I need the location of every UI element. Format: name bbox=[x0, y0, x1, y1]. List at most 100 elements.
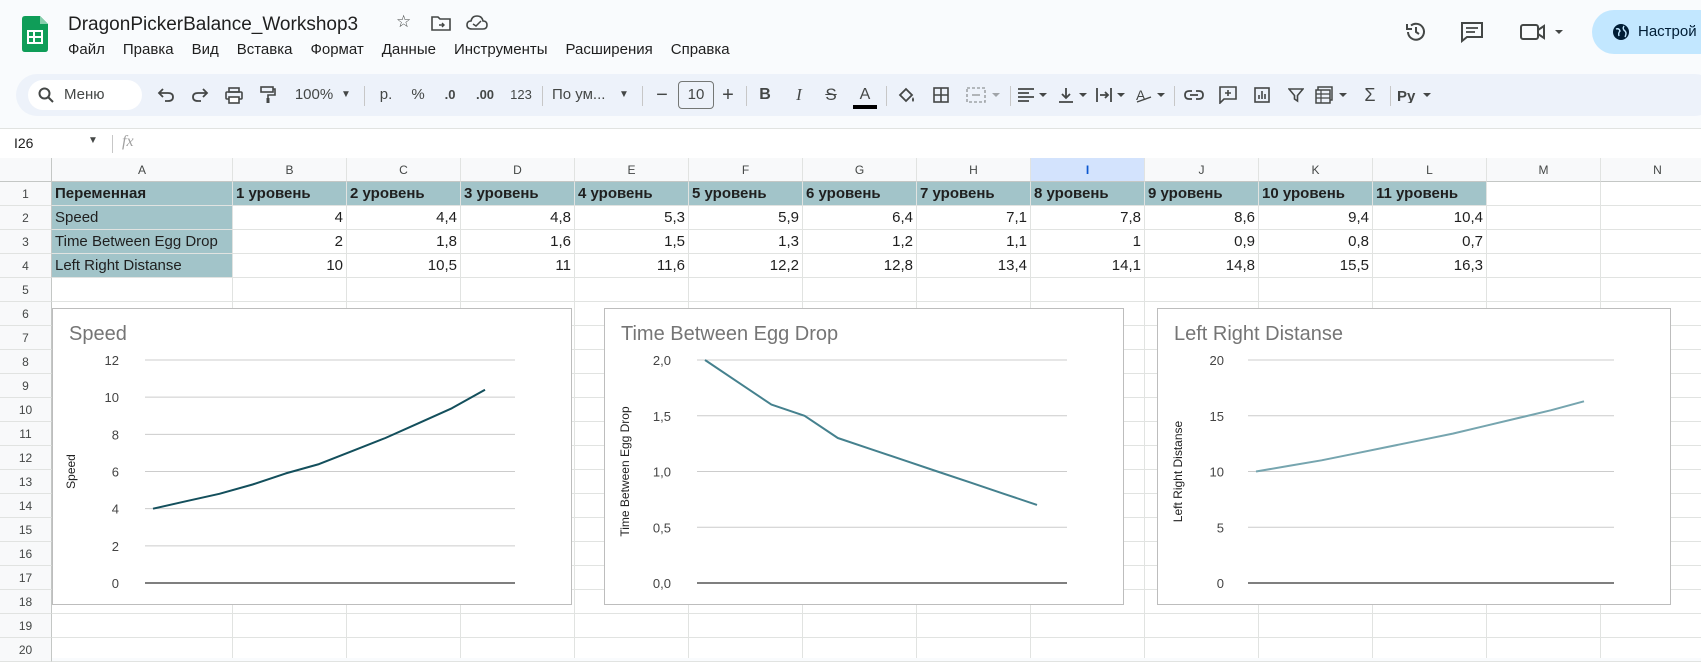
data-cell[interactable]: 5,3 bbox=[575, 206, 689, 230]
sheets-logo-icon[interactable] bbox=[22, 16, 48, 52]
chevron-down-icon[interactable]: ▼ bbox=[619, 89, 629, 100]
column-header-b[interactable]: B bbox=[233, 158, 347, 182]
column-header-k[interactable]: K bbox=[1259, 158, 1373, 182]
header-cell[interactable]: 11 уровень bbox=[1373, 182, 1487, 206]
borders-icon[interactable] bbox=[928, 74, 954, 116]
row-header-12[interactable]: 12 bbox=[0, 446, 52, 470]
row-header-9[interactable]: 9 bbox=[0, 374, 52, 398]
data-cell[interactable]: 14,1 bbox=[1031, 254, 1145, 278]
column-header-m[interactable]: M bbox=[1487, 158, 1601, 182]
column-header-d[interactable]: D bbox=[461, 158, 575, 182]
chart-left-right-distanse[interactable]: Left Right Distanse 0 5 10 15 20 Left Right D… bbox=[1157, 308, 1671, 605]
bold-icon[interactable]: B bbox=[759, 86, 771, 103]
row-header-16[interactable]: 16 bbox=[0, 542, 52, 566]
chart-time-between-egg-drop[interactable]: Time Between Egg Drop 0,0 0,5 1,0 1,5 2,0 Tim… bbox=[604, 308, 1124, 605]
data-cell[interactable]: 7,1 bbox=[917, 206, 1031, 230]
data-cell[interactable]: 4 bbox=[233, 206, 347, 230]
row-header-6[interactable]: 6 bbox=[0, 302, 52, 326]
row-header-2[interactable]: 2 bbox=[0, 206, 52, 230]
data-cell[interactable]: 0,7 bbox=[1373, 230, 1487, 254]
data-cell[interactable]: 7,8 bbox=[1031, 206, 1145, 230]
text-wrapping-icon[interactable] bbox=[1094, 74, 1128, 116]
formula-input[interactable] bbox=[150, 131, 1690, 155]
header-cell[interactable]: 6 уровень bbox=[803, 182, 917, 206]
chevron-down-icon[interactable]: ▼ bbox=[341, 89, 351, 100]
chart-speed[interactable]: Speed 0 2 4 6 8 10 12 Speed bbox=[52, 308, 572, 605]
data-cell[interactable]: 12,2 bbox=[689, 254, 803, 278]
document-title[interactable]: DragonPickerBalance_Workshop3 bbox=[68, 14, 359, 35]
decrease-font-size-icon[interactable]: − bbox=[656, 84, 668, 106]
column-header-l[interactable]: L bbox=[1373, 158, 1487, 182]
header-cell[interactable]: 3 уровень bbox=[461, 182, 575, 206]
header-cell[interactable]: 4 уровень bbox=[575, 182, 689, 206]
header-cell[interactable]: 1 уровень bbox=[233, 182, 347, 206]
header-cell[interactable]: 9 уровень bbox=[1145, 182, 1259, 206]
data-cell[interactable]: 1,6 bbox=[461, 230, 575, 254]
row-header-10[interactable]: 10 bbox=[0, 398, 52, 422]
data-cell[interactable]: 12,8 bbox=[803, 254, 917, 278]
input-tools-icon[interactable]: Pу bbox=[1396, 74, 1436, 116]
data-cell[interactable]: 1,3 bbox=[689, 230, 803, 254]
increase-decimal-button[interactable]: .00 bbox=[475, 87, 495, 102]
row-header-20[interactable]: 20 bbox=[0, 638, 52, 662]
row-label-cell[interactable]: Time Between Egg Drop bbox=[52, 230, 233, 254]
row-header-11[interactable]: 11 bbox=[0, 422, 52, 446]
percent-format-button[interactable]: % bbox=[411, 86, 425, 103]
menu-edit[interactable]: Правка bbox=[122, 41, 174, 58]
version-history-icon[interactable] bbox=[1404, 20, 1428, 49]
column-header-j[interactable]: J bbox=[1145, 158, 1259, 182]
move-folder-icon[interactable] bbox=[431, 15, 451, 36]
column-header-c[interactable]: C bbox=[347, 158, 461, 182]
column-header-e[interactable]: E bbox=[575, 158, 689, 182]
name-box[interactable]: I26 bbox=[14, 135, 34, 151]
font-family-select[interactable]: По ум... bbox=[552, 86, 606, 103]
menu-format[interactable]: Формат bbox=[310, 41, 364, 58]
data-cell[interactable]: 2 bbox=[233, 230, 347, 254]
data-cell[interactable]: 9,4 bbox=[1259, 206, 1373, 230]
row-header-1[interactable]: 1 bbox=[0, 182, 52, 206]
row-label-cell[interactable]: Left Right Distanse bbox=[52, 254, 233, 278]
zoom-select[interactable]: 100% bbox=[294, 86, 334, 103]
header-cell[interactable]: 2 уровень bbox=[347, 182, 461, 206]
data-cell[interactable]: 0,8 bbox=[1259, 230, 1373, 254]
more-formats-button[interactable]: 123 bbox=[510, 87, 532, 102]
header-cell[interactable]: 8 уровень bbox=[1031, 182, 1145, 206]
data-cell[interactable]: 14,8 bbox=[1145, 254, 1259, 278]
star-icon[interactable]: ☆ bbox=[396, 12, 412, 31]
header-cell[interactable]: Переменная bbox=[52, 182, 233, 206]
column-header-f[interactable]: F bbox=[689, 158, 803, 182]
menu-insert[interactable]: Вставка bbox=[236, 41, 293, 58]
paint-format-icon[interactable] bbox=[254, 74, 282, 116]
select-all-corner[interactable] bbox=[0, 158, 52, 182]
data-cell[interactable]: 0,9 bbox=[1145, 230, 1259, 254]
currency-format-button[interactable]: р. bbox=[379, 86, 393, 103]
cloud-saved-icon[interactable] bbox=[466, 15, 488, 36]
data-cell[interactable]: 6,4 bbox=[803, 206, 917, 230]
filter-views-icon[interactable] bbox=[1314, 74, 1350, 116]
data-cell[interactable]: 11 bbox=[461, 254, 575, 278]
row-header-18[interactable]: 18 bbox=[0, 590, 52, 614]
column-header-i[interactable]: I bbox=[1031, 158, 1145, 182]
data-cell[interactable]: 4,8 bbox=[461, 206, 575, 230]
series-line[interactable] bbox=[152, 388, 486, 510]
series-line[interactable] bbox=[1255, 400, 1585, 473]
row-header-7[interactable]: 7 bbox=[0, 326, 52, 350]
row-header-15[interactable]: 15 bbox=[0, 518, 52, 542]
increase-font-size-icon[interactable]: + bbox=[722, 84, 734, 106]
data-cell[interactable]: 8,6 bbox=[1145, 206, 1259, 230]
menu-tools[interactable]: Инструменты bbox=[453, 41, 548, 58]
row-header-19[interactable]: 19 bbox=[0, 614, 52, 638]
row-header-3[interactable]: 3 bbox=[0, 230, 52, 254]
data-cell[interactable]: 11,6 bbox=[575, 254, 689, 278]
fill-color-icon[interactable] bbox=[894, 74, 920, 116]
menu-data[interactable]: Данные bbox=[381, 41, 436, 58]
share-button[interactable]: Настрой bbox=[1592, 10, 1701, 54]
filter-icon[interactable] bbox=[1282, 74, 1310, 116]
data-cell[interactable]: 13,4 bbox=[917, 254, 1031, 278]
data-cell[interactable]: 5,9 bbox=[689, 206, 803, 230]
menu-extensions[interactable]: Расширения bbox=[565, 41, 653, 58]
data-cell[interactable]: 16,3 bbox=[1373, 254, 1487, 278]
insert-chart-icon[interactable] bbox=[1248, 74, 1276, 116]
text-rotation-icon[interactable]: A bbox=[1134, 74, 1168, 116]
data-cell[interactable]: 1 bbox=[1031, 230, 1145, 254]
